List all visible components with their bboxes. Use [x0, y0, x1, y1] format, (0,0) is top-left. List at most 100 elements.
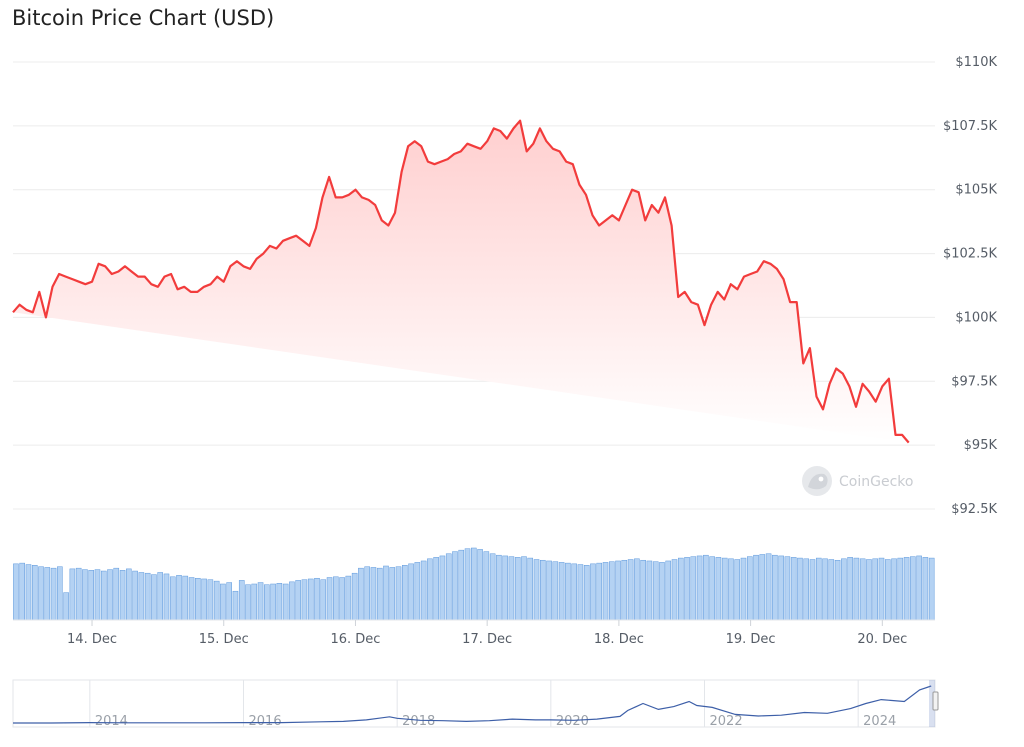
volume-bar	[358, 567, 364, 621]
volume-bar	[772, 554, 778, 621]
y-axis: $110K $107.5K $105K $102.5K $100K $97.5K $95K $…	[943, 55, 997, 517]
volume-bar	[489, 553, 496, 621]
volume-bar	[671, 559, 678, 621]
y-tick-label: $97.5K	[951, 374, 997, 389]
volume-bar	[508, 556, 515, 621]
volume-bar	[740, 557, 747, 621]
volume-bar	[439, 555, 446, 621]
volume-bar	[928, 557, 935, 621]
navigator-selection[interactable]	[929, 680, 935, 727]
volume-bar	[458, 549, 465, 621]
volume-bar	[63, 592, 69, 621]
volume-bar	[295, 580, 301, 621]
volume-bar	[847, 557, 853, 621]
volume-bar	[19, 562, 25, 621]
navigator-year-label: 2018	[402, 714, 435, 729]
volume-bar	[746, 556, 753, 621]
volume-bar	[345, 575, 352, 621]
volume-bar	[602, 562, 609, 621]
volume-bar	[884, 559, 891, 621]
y-tick-label: $105K	[955, 183, 997, 198]
volume-bar	[119, 570, 126, 621]
volume-bar	[583, 565, 590, 621]
price-area-fill	[13, 120, 909, 443]
navigator-year-label: 2022	[710, 714, 743, 729]
volume-bar	[383, 565, 389, 621]
y-tick-label: $102.5K	[943, 247, 997, 262]
volume-bar	[264, 584, 270, 621]
volume-bar	[433, 557, 439, 621]
volume-bar	[113, 567, 120, 621]
volume-bar	[477, 549, 483, 621]
volume-bar	[57, 566, 63, 621]
volume-bar	[351, 572, 358, 621]
volume-bar	[370, 567, 377, 621]
volume-bar	[402, 565, 408, 621]
x-tick-label: 18. Dec	[594, 632, 644, 647]
volume-bar	[75, 567, 82, 621]
volume-bar	[464, 548, 471, 621]
volume-bar	[94, 569, 101, 621]
volume-bars	[13, 547, 935, 621]
volume-bar	[257, 582, 264, 621]
navigator-series	[13, 685, 932, 724]
volume-bar	[326, 577, 333, 621]
volume-bar	[834, 559, 841, 621]
y-tick-label: $100K	[955, 310, 997, 325]
volume-bar	[314, 577, 320, 621]
volume-bar	[238, 580, 245, 621]
volume-bar	[753, 554, 759, 621]
volume-bar	[709, 556, 715, 621]
volume-bar	[809, 559, 816, 621]
price-line	[12, 119, 910, 444]
range-navigator[interactable]: 2014 2016 2018 2020 2022 2024	[12, 679, 939, 729]
volume-bar	[897, 557, 904, 621]
volume-bar	[728, 558, 734, 621]
volume-bar	[270, 583, 276, 621]
volume-bar	[301, 579, 308, 621]
x-tick-label: 17. Dec	[462, 632, 512, 647]
volume-bar	[333, 576, 339, 621]
volume-bar	[853, 557, 860, 621]
volume-bar	[408, 563, 414, 621]
navigator-year-label: 2020	[556, 714, 589, 729]
volume-bar	[652, 561, 659, 621]
volume-bar	[828, 559, 835, 621]
volume-bar	[690, 556, 697, 621]
volume-bar	[151, 574, 157, 621]
volume-bar	[596, 562, 603, 621]
volume-bar	[571, 563, 577, 621]
volume-bar	[803, 558, 810, 621]
volume-bar	[784, 556, 791, 621]
x-tick-label: 16. Dec	[330, 632, 380, 647]
volume-bar	[872, 558, 878, 621]
volume-bar	[715, 557, 722, 621]
volume-bar	[634, 558, 640, 621]
volume-bar	[533, 559, 540, 621]
x-tick-label: 19. Dec	[726, 632, 776, 647]
x-tick-label: 15. Dec	[199, 632, 249, 647]
volume-bar	[138, 572, 145, 621]
volume-bar	[307, 578, 314, 621]
volume-bar	[514, 557, 521, 621]
volume-bar	[552, 561, 559, 621]
volume-bar	[640, 559, 646, 621]
volume-bar	[546, 560, 552, 621]
volume-bar	[427, 558, 433, 621]
volume-bar	[25, 564, 32, 621]
volume-bar	[903, 557, 910, 621]
volume-bar	[916, 555, 922, 621]
volume-bar	[82, 569, 88, 621]
volume-bar	[182, 575, 189, 621]
volume-bar	[558, 562, 565, 621]
navigator-handle[interactable]	[932, 691, 939, 711]
volume-bar	[684, 557, 690, 621]
volume-bar	[627, 559, 634, 621]
volume-bar	[195, 577, 201, 621]
volume-bar	[414, 562, 421, 621]
volume-bar	[31, 565, 38, 621]
navigator-year-label: 2014	[95, 714, 128, 729]
y-tick-label: $110K	[955, 55, 997, 70]
volume-bar	[88, 570, 94, 621]
